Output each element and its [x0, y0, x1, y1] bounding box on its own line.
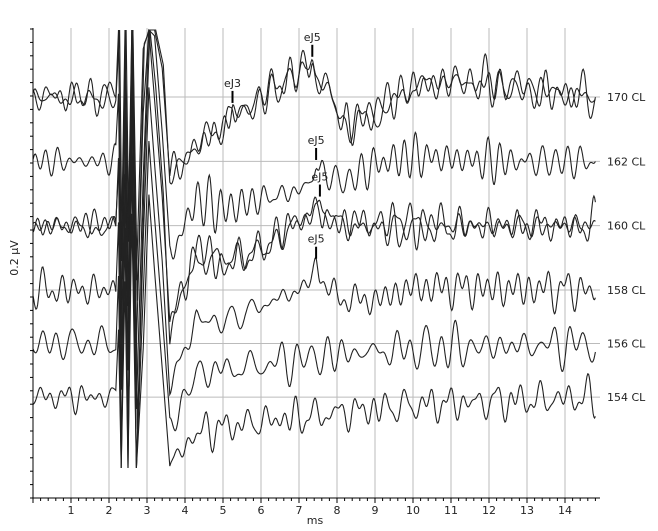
- trace-label: 160 CL: [607, 220, 646, 233]
- x-tick-label: 10: [406, 504, 420, 517]
- waveform-traces: [32, 28, 596, 469]
- x-tick-label: 8: [334, 504, 341, 517]
- x-tick-label: 12: [482, 504, 496, 517]
- y-axis-title: 0.2 µV: [8, 240, 21, 276]
- trace-label: 170 CL: [607, 91, 646, 104]
- x-tick-label: 5: [220, 504, 227, 517]
- trace-label: 154 CL: [607, 391, 646, 404]
- waveform-trace: [32, 194, 596, 469]
- peak-label: eJ5: [308, 134, 325, 147]
- x-tick-label: 1: [68, 504, 75, 517]
- x-tick-label: 14: [558, 504, 572, 517]
- waveform-trace: [32, 29, 596, 410]
- x-tick-label: 7: [296, 504, 303, 517]
- peak-label: eJ5: [308, 233, 325, 246]
- x-tick-label: 6: [258, 504, 265, 517]
- axes: 1 2 3 4 5 6 7 8 9 10 11 12 13 14: [30, 28, 600, 517]
- trace-label: 158 CL: [607, 284, 646, 297]
- peak-label: eJ3: [224, 77, 241, 90]
- x-tick-label: 3: [144, 504, 151, 517]
- grid-lines: [33, 28, 600, 498]
- trace-labels: 170 CL 162 CL 160 CL 158 CL 156 CL 154 CL: [607, 91, 646, 404]
- peak-label: eJ5: [304, 31, 321, 44]
- peak-label: eJ5: [311, 171, 328, 184]
- x-tick-label: 11: [444, 504, 458, 517]
- trace-label: 162 CL: [607, 155, 646, 168]
- x-axis-title: ms: [307, 514, 324, 527]
- x-tick-label: 13: [520, 504, 534, 517]
- x-tick-label: 4: [182, 504, 189, 517]
- x-tick-label: 9: [372, 504, 379, 517]
- waveform-trace: [32, 29, 596, 430]
- trace-label: 156 CL: [607, 338, 646, 351]
- x-tick-label: 2: [106, 504, 113, 517]
- peak-markers: eJ3 eJ5 eJ5 eJ5 eJ5: [224, 31, 328, 259]
